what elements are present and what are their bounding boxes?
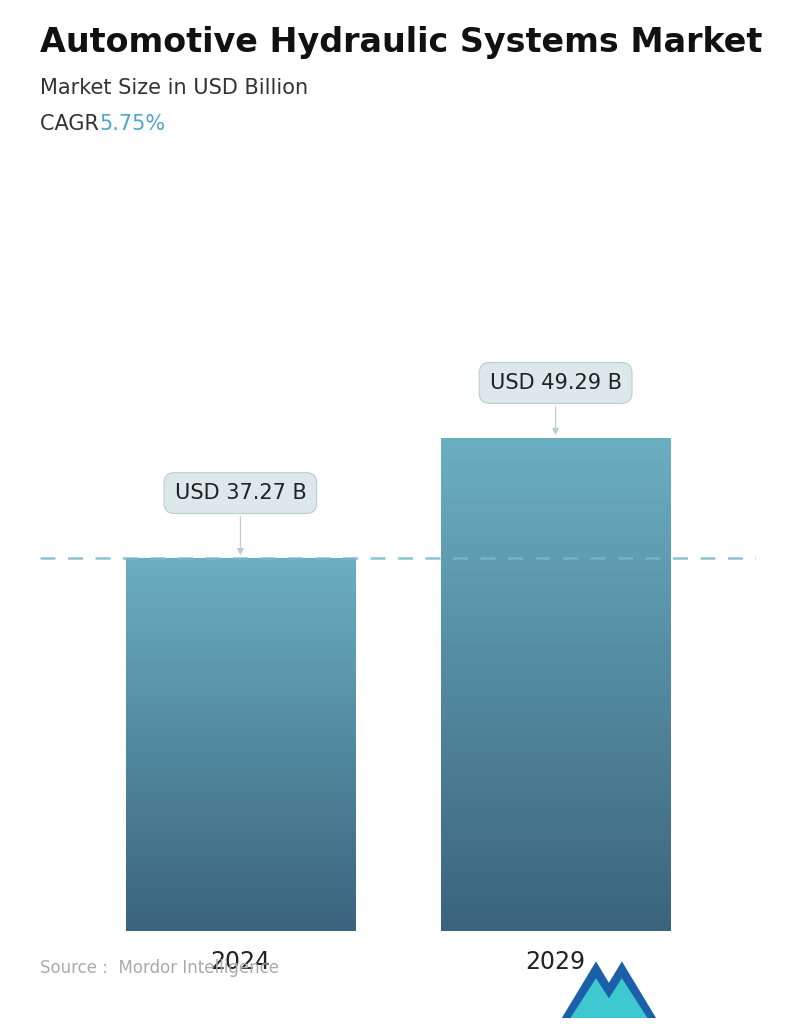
Text: Source :  Mordor Intelligence: Source : Mordor Intelligence: [40, 960, 279, 977]
Polygon shape: [570, 978, 622, 1018]
Text: USD 37.27 B: USD 37.27 B: [174, 483, 306, 554]
Polygon shape: [596, 978, 648, 1018]
Text: Automotive Hydraulic Systems Market: Automotive Hydraulic Systems Market: [40, 26, 763, 59]
Text: 5.75%: 5.75%: [100, 114, 166, 133]
Text: USD 49.29 B: USD 49.29 B: [490, 373, 622, 434]
Text: CAGR: CAGR: [40, 114, 105, 133]
Polygon shape: [561, 962, 630, 1018]
Polygon shape: [587, 962, 657, 1018]
Text: Market Size in USD Billion: Market Size in USD Billion: [40, 78, 308, 97]
